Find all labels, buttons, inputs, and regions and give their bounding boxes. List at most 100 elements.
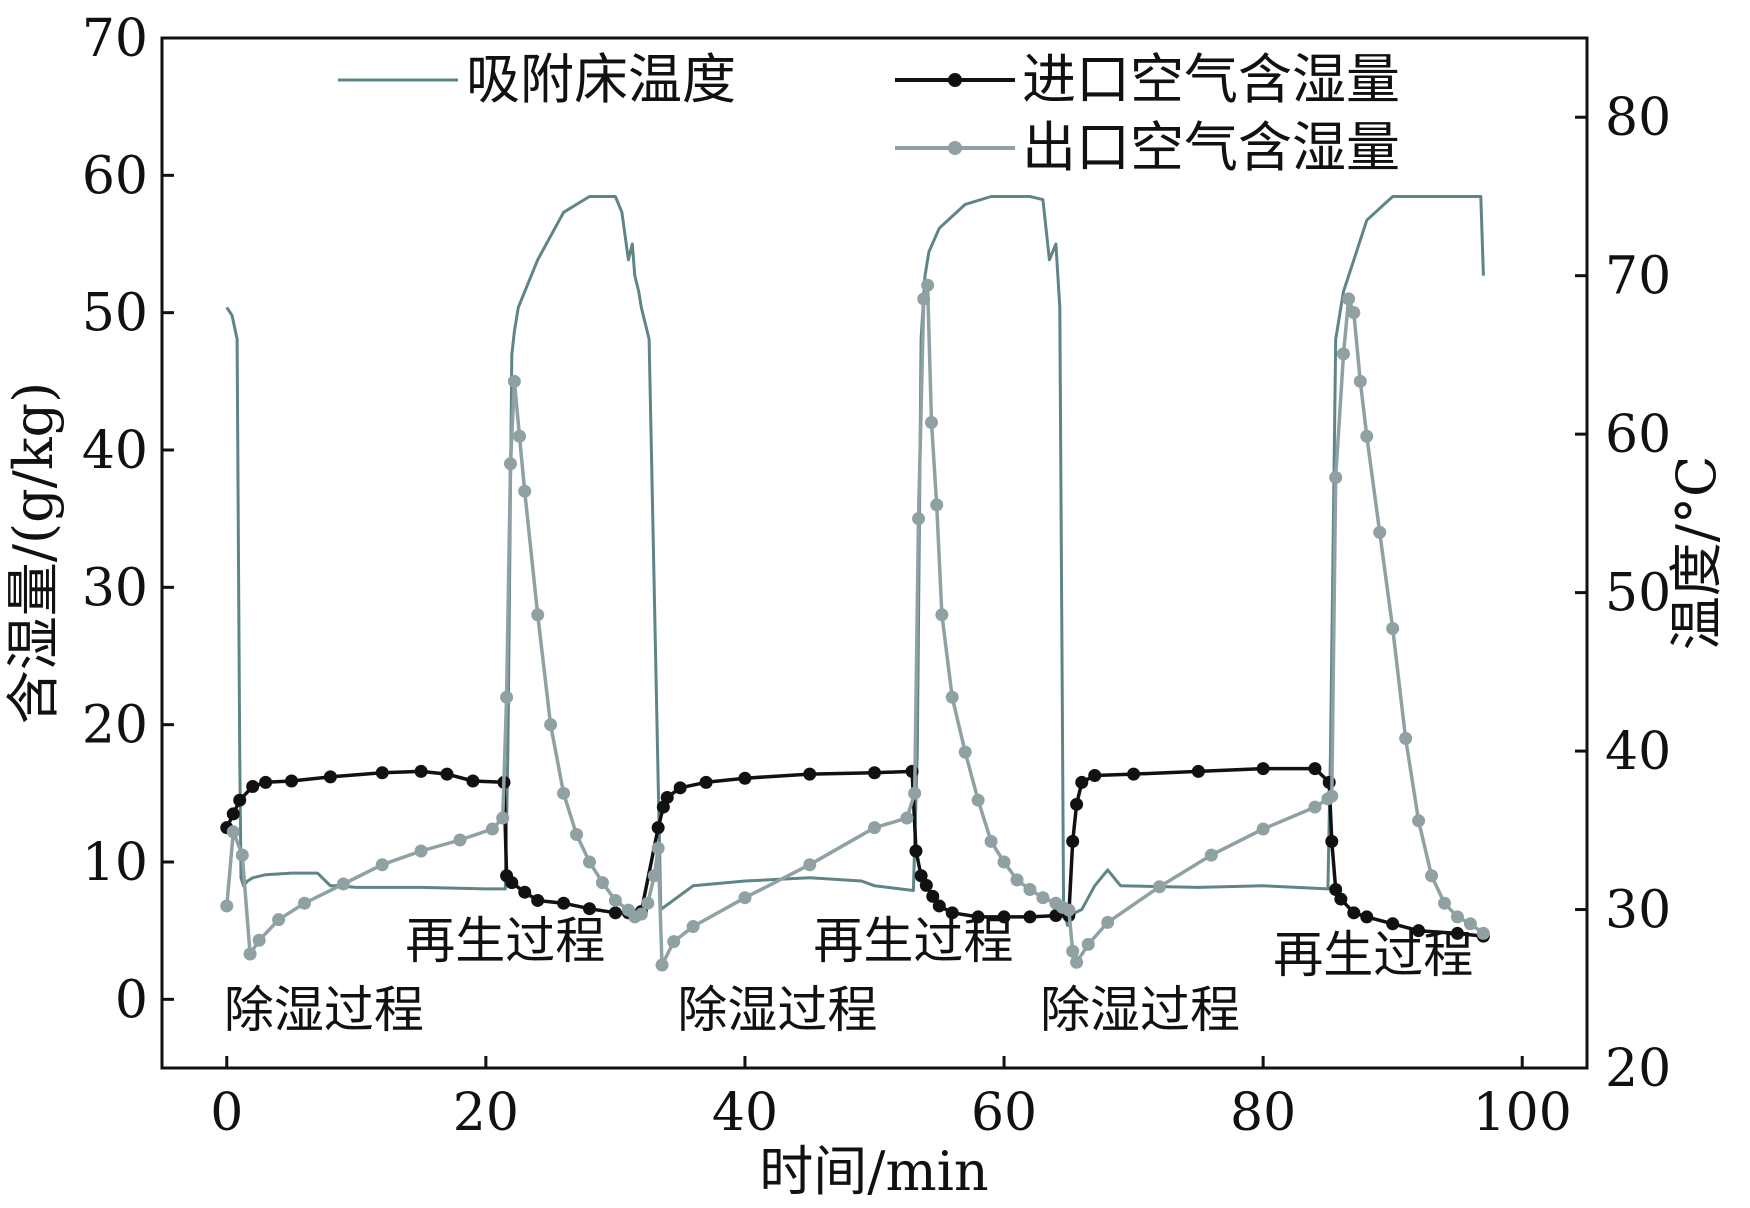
process-annotation: 再生过程 <box>813 912 1013 970</box>
y-left-tick-label: 10 <box>82 833 148 893</box>
data-point-outlet <box>1360 429 1374 443</box>
data-point-inlet <box>1334 892 1348 906</box>
data-point-outlet <box>1386 622 1400 636</box>
data-point-outlet <box>935 608 949 622</box>
data-point-inlet <box>518 885 532 899</box>
data-point-outlet <box>945 690 959 704</box>
legend: 吸附床温度 进口空气含湿量 出口空气含湿量 <box>338 48 1400 179</box>
legend-label-bed-temp: 吸附床温度 <box>466 48 736 111</box>
data-point-inlet <box>1450 926 1464 940</box>
data-point-inlet <box>1191 764 1205 778</box>
legend-label-inlet: 进口空气含湿量 <box>1022 48 1400 111</box>
data-point-inlet <box>414 764 428 778</box>
process-annotation: 除湿过程 <box>677 981 877 1039</box>
data-point-inlet <box>914 869 928 883</box>
data-point-outlet <box>1062 903 1076 917</box>
y-right-tick-label: 80 <box>1605 88 1671 148</box>
y-right-tick-label: 30 <box>1605 881 1671 941</box>
data-point-inlet <box>323 770 337 784</box>
data-point-outlet <box>496 811 510 825</box>
data-point-inlet <box>673 781 687 795</box>
data-point-outlet <box>1308 800 1322 814</box>
data-point-outlet <box>243 947 257 961</box>
data-point-outlet <box>503 457 517 471</box>
data-point-inlet <box>909 844 923 858</box>
data-point-outlet <box>686 920 700 934</box>
x-tick-label: 60 <box>971 1083 1037 1143</box>
legend-item-inlet: 进口空气含湿量 <box>895 48 1400 111</box>
data-point-outlet <box>1336 347 1350 361</box>
process-annotation: 再生过程 <box>1273 926 1473 984</box>
data-point-inlet <box>1256 762 1270 776</box>
data-point-outlet <box>1081 937 1095 951</box>
x-axis: 0 20 40 60 80 100 <box>210 1056 1572 1143</box>
y-right-tick-label: 50 <box>1605 564 1671 624</box>
series-line-outlet <box>225 283 1485 967</box>
data-point-outlet <box>252 933 266 947</box>
y-axis-left: 0 10 20 30 40 50 60 70 <box>82 9 174 1030</box>
data-point-outlet <box>414 844 428 858</box>
y-left-tick-label: 40 <box>82 421 148 481</box>
data-point-outlet <box>583 855 596 869</box>
y-right-tick-label: 70 <box>1605 247 1671 307</box>
data-point-outlet <box>647 869 661 883</box>
data-point-outlet <box>1425 869 1439 883</box>
data-point-inlet <box>233 793 247 807</box>
data-point-outlet <box>1329 470 1343 484</box>
y-axis-left-title: 含湿量/(g/kg) <box>2 382 65 724</box>
data-point-outlet <box>595 876 609 890</box>
data-point-inlet <box>932 899 946 913</box>
data-point-outlet <box>298 896 311 910</box>
data-point-outlet <box>738 891 752 905</box>
data-point-inlet <box>608 906 622 920</box>
data-point-inlet <box>583 902 596 916</box>
data-point-outlet <box>912 512 926 526</box>
data-point-outlet <box>1399 731 1413 745</box>
data-point-outlet <box>220 899 234 913</box>
data-point-inlet <box>259 775 273 789</box>
data-point-outlet <box>513 429 527 443</box>
data-point-outlet <box>868 821 881 835</box>
data-point-inlet <box>531 893 545 907</box>
data-point-inlet <box>1329 882 1343 896</box>
data-point-outlet <box>1476 926 1490 940</box>
data-point-outlet <box>803 858 817 872</box>
data-point-outlet <box>531 608 545 622</box>
data-point-outlet <box>1463 917 1477 931</box>
data-point-outlet <box>1412 814 1426 828</box>
data-point-inlet <box>651 821 665 835</box>
process-annotation: 除湿过程 <box>224 981 424 1039</box>
data-point-inlet <box>1023 910 1037 924</box>
data-point-inlet <box>375 766 389 780</box>
data-point-inlet <box>660 790 674 804</box>
data-point-inlet <box>505 876 519 890</box>
data-point-outlet <box>1036 891 1050 905</box>
data-point-outlet <box>226 825 240 839</box>
data-point-outlet <box>235 848 249 862</box>
data-point-inlet <box>246 779 260 793</box>
data-point-inlet <box>226 807 240 821</box>
data-point-inlet <box>699 775 713 789</box>
data-point-outlet <box>375 858 389 872</box>
y-left-tick-label: 20 <box>82 696 148 756</box>
process-annotation: 除湿过程 <box>1040 981 1240 1039</box>
data-point-inlet <box>1360 910 1374 924</box>
data-point-inlet <box>285 774 299 788</box>
legend-marker-inlet <box>948 73 962 87</box>
data-point-outlet <box>917 292 931 306</box>
data-point-inlet <box>926 889 940 903</box>
data-point-outlet <box>507 374 521 388</box>
data-point-inlet <box>1088 768 1102 782</box>
data-point-outlet <box>453 833 467 847</box>
data-point-outlet <box>272 913 286 927</box>
data-point-inlet <box>1308 762 1322 776</box>
data-point-inlet <box>440 767 454 781</box>
process-annotation: 再生过程 <box>405 912 605 970</box>
data-point-outlet <box>1353 374 1367 388</box>
data-point-outlet <box>651 841 665 855</box>
data-point-outlet <box>557 786 571 800</box>
plot-frame <box>160 36 1589 1070</box>
data-point-inlet <box>466 774 480 788</box>
